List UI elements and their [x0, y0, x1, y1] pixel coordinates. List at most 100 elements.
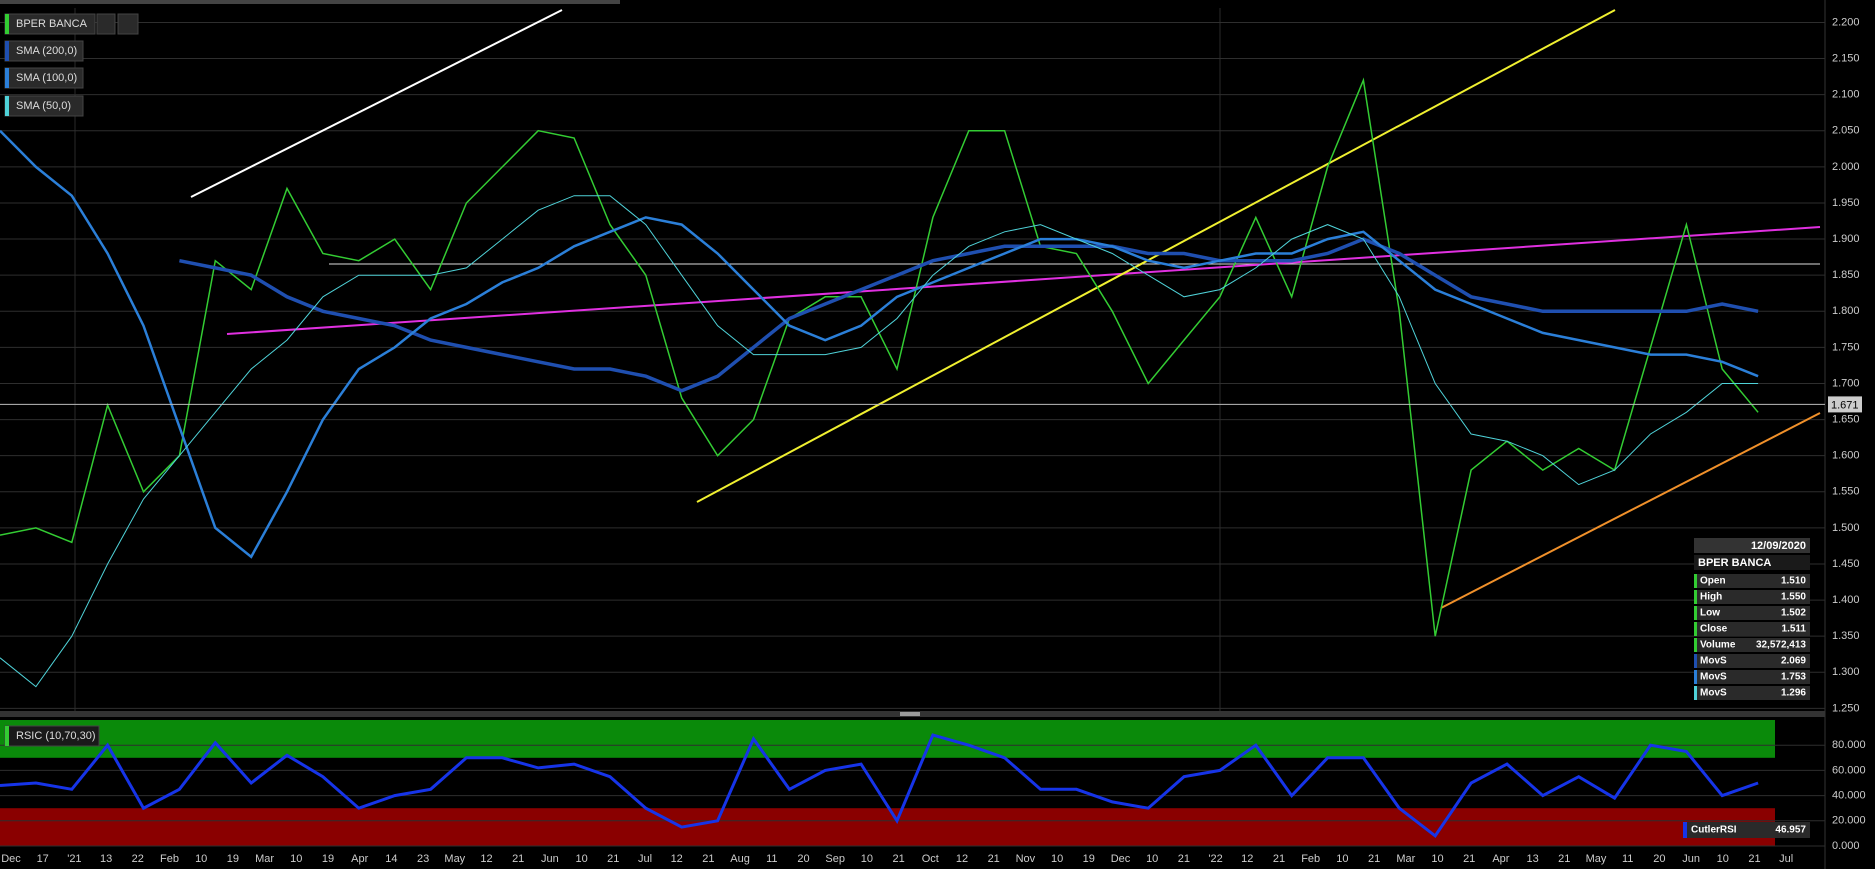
y-tick-label: 0.000	[1832, 840, 1860, 852]
x-tick-label: 13	[100, 853, 112, 865]
x-tick-label: May	[1586, 853, 1607, 865]
info-swatch	[1694, 590, 1697, 604]
y-tick-label: 80.000	[1832, 739, 1866, 751]
info-swatch	[1694, 574, 1697, 588]
legend-label: BPER BANCA	[16, 18, 88, 30]
overbought-zone	[0, 720, 1775, 758]
legend-icon[interactable]	[117, 13, 139, 35]
toolbar-strip	[0, 0, 620, 4]
info-row	[1694, 638, 1810, 652]
resize-handle[interactable]	[900, 712, 920, 716]
x-tick-label: 21	[1178, 853, 1190, 865]
info-row-label: Volume	[1700, 640, 1736, 651]
x-tick-label: 21	[988, 853, 1000, 865]
y-tick-label: 1.500	[1832, 522, 1860, 534]
x-tick-label: Mar	[255, 853, 274, 865]
y-tick-label: 1.850	[1832, 269, 1860, 281]
info-name-bg	[1694, 555, 1810, 570]
x-tick-label: Apr	[351, 853, 368, 865]
x-tick-label: 14	[385, 853, 397, 865]
x-tick-label: Nov	[1016, 853, 1036, 865]
x-tick-label: 21	[1748, 853, 1760, 865]
x-tick-label: Jun	[541, 853, 559, 865]
x-tick-label: 12	[671, 853, 683, 865]
y-tick-label: 1.350	[1832, 630, 1860, 642]
x-tick-label: Feb	[1301, 853, 1320, 865]
trendline	[696, 9, 1616, 503]
y-tick-label: 1.450	[1832, 558, 1860, 570]
info-row-label: Low	[1700, 608, 1720, 619]
info-swatch	[1694, 670, 1697, 684]
rsi-swatch	[1683, 822, 1687, 838]
y-tick-label: 40.000	[1832, 790, 1866, 802]
info-row-label: Close	[1700, 624, 1728, 635]
x-tick-label: 19	[322, 853, 334, 865]
x-tick-label: 21	[1368, 853, 1380, 865]
legend-swatch	[5, 96, 9, 116]
info-row	[1694, 622, 1810, 636]
legend-label: SMA (100,0)	[16, 72, 77, 84]
y-tick-label: 2.050	[1832, 125, 1860, 137]
info-row	[1694, 606, 1810, 620]
y-tick-label: 2.200	[1832, 16, 1860, 28]
y-tick-label: 20.000	[1832, 815, 1866, 827]
x-tick-label: 21	[1463, 853, 1475, 865]
x-tick-label: 21	[607, 853, 619, 865]
x-tick-label: 19	[227, 853, 239, 865]
legend-label: RSIC (10,70,30)	[16, 730, 95, 742]
x-tick-label: 21	[1558, 853, 1570, 865]
y-tick-label: 1.950	[1832, 197, 1860, 209]
x-tick-label: Jun	[1682, 853, 1700, 865]
info-name: BPER BANCA	[1698, 557, 1771, 569]
x-tick-label: 10	[861, 853, 873, 865]
x-tick-label: '21	[67, 853, 81, 865]
x-tick-label: 21	[512, 853, 524, 865]
last-price-box	[1828, 396, 1862, 413]
info-row-label: MovS	[1700, 672, 1727, 683]
info-row-value: 1.502	[1781, 608, 1806, 619]
x-tick-label: 11	[766, 853, 777, 865]
x-tick-label: Feb	[160, 853, 179, 865]
y-tick-label: 1.800	[1832, 305, 1860, 317]
x-tick-label: Jul	[638, 853, 652, 865]
info-row	[1694, 686, 1810, 700]
legend-swatch	[5, 726, 9, 746]
x-tick-label: Dec	[1, 853, 21, 865]
info-swatch	[1694, 654, 1697, 668]
y-tick-label: 60.000	[1832, 764, 1866, 776]
legend-label: SMA (200,0)	[16, 45, 77, 57]
x-tick-label: Jul	[1779, 853, 1793, 865]
y-tick-label: 2.000	[1832, 161, 1860, 173]
x-tick-label: 17	[37, 853, 49, 865]
y-tick-label: 2.100	[1832, 89, 1860, 101]
legend-icon[interactable]	[96, 13, 116, 35]
x-tick-label: 22	[132, 853, 144, 865]
x-tick-label: May	[444, 853, 465, 865]
last-price-label: 1.671	[1831, 399, 1859, 411]
trendline	[1440, 412, 1821, 609]
info-swatch	[1694, 686, 1697, 700]
y-tick-label: 1.250	[1832, 702, 1860, 714]
series-line	[179, 237, 1759, 393]
info-swatch	[1694, 606, 1697, 620]
info-row-value: 2.069	[1781, 656, 1806, 667]
x-tick-label: 12	[956, 853, 968, 865]
legend-swatch	[5, 14, 9, 34]
x-tick-label: 21	[702, 853, 714, 865]
rsi-last-value: 46.957	[1775, 825, 1806, 836]
x-tick-label: 10	[1146, 853, 1158, 865]
y-tick-label: 1.900	[1832, 233, 1860, 245]
info-row-label: Open	[1700, 576, 1726, 587]
x-tick-label: 10	[575, 853, 587, 865]
legend-swatch	[5, 68, 9, 88]
y-tick-label: 1.600	[1832, 450, 1860, 462]
x-tick-label: Apr	[1492, 853, 1509, 865]
info-header	[1694, 538, 1810, 553]
rsi-value-box	[1683, 822, 1810, 838]
info-row	[1694, 574, 1810, 588]
x-tick-label: '22	[1208, 853, 1222, 865]
info-row-value: 1.753	[1781, 672, 1806, 683]
series-line	[0, 195, 1759, 688]
